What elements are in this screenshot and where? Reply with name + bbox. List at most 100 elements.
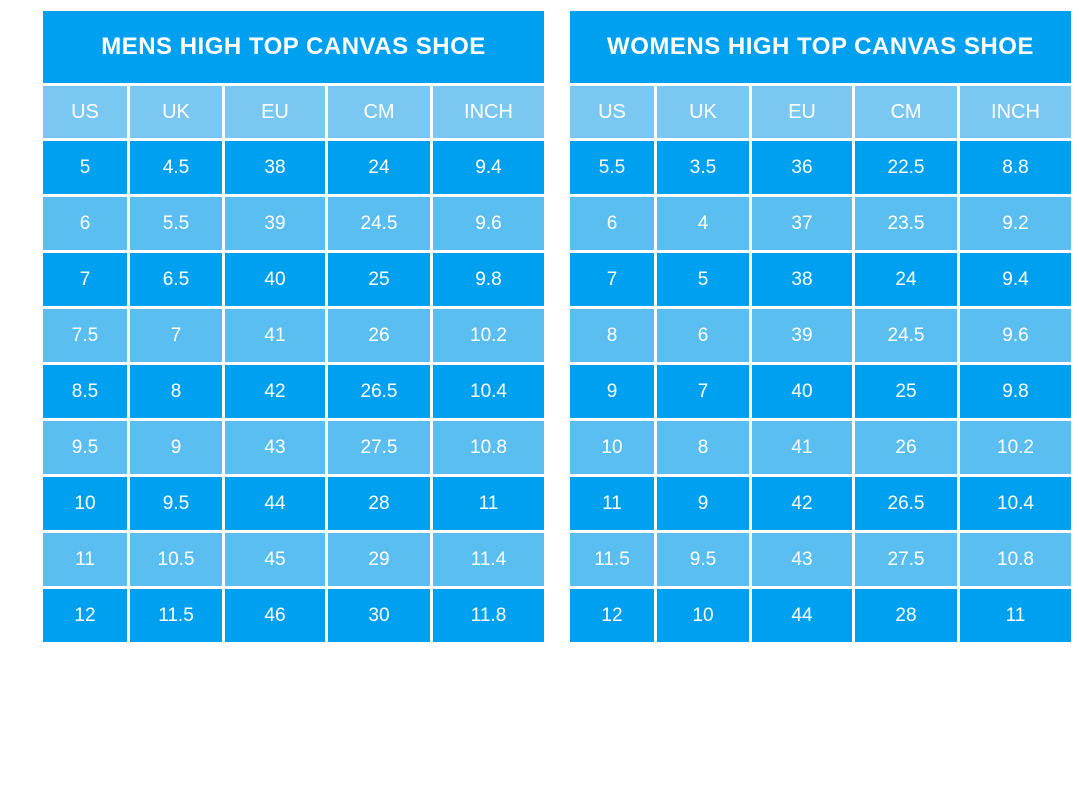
size-cell: 42	[222, 362, 328, 421]
size-cell: 7	[127, 306, 225, 365]
table-row: 6 4 37 23.5 9.2	[567, 194, 1074, 253]
size-cell: 7	[567, 250, 657, 309]
size-cell: 12	[40, 586, 130, 645]
size-cell: 11.5	[567, 530, 657, 589]
size-cell: 8	[654, 418, 752, 477]
table-row: 10 8 41 26 10.2	[567, 418, 1074, 477]
size-cell: 9	[127, 418, 225, 477]
size-cell: 38	[222, 138, 328, 197]
size-cell: 44	[222, 474, 328, 533]
size-cell: 3.5	[654, 138, 752, 197]
womens-size-chart-table: WOMENS HIGH TOP CANVAS SHOE US UK EU CM INCH 5…	[567, 8, 1074, 645]
table-row: 11 9 42 26.5 10.4	[567, 474, 1074, 533]
table-row: 11.5 9.5 43 27.5 10.8	[567, 530, 1074, 589]
size-cell: 6	[654, 306, 752, 365]
size-cell: 11	[430, 474, 547, 533]
size-cell: 7	[654, 362, 752, 421]
size-cell: 29	[325, 530, 433, 589]
size-charts-container: MENS HIGH TOP CANVAS SHOE US UK EU CM INCH 5 4.…	[40, 8, 1079, 645]
size-cell: 6	[567, 194, 657, 253]
table-row: 7.5 7 41 26 10.2	[40, 306, 547, 365]
column-header-uk: UK	[127, 83, 225, 141]
table-row: 7 6.5 40 25 9.8	[40, 250, 547, 309]
size-cell: 9.4	[430, 138, 547, 197]
size-cell: 9.5	[127, 474, 225, 533]
size-cell: 11	[957, 586, 1074, 645]
size-cell: 5.5	[567, 138, 657, 197]
column-header-inch: INCH	[430, 83, 547, 141]
table-row: 8 6 39 24.5 9.6	[567, 306, 1074, 365]
size-cell: 9.5	[654, 530, 752, 589]
size-cell: 5	[40, 138, 130, 197]
size-cell: 7	[40, 250, 130, 309]
size-cell: 36	[749, 138, 855, 197]
size-cell: 40	[749, 362, 855, 421]
size-cell: 39	[222, 194, 328, 253]
table-row: 6 5.5 39 24.5 9.6	[40, 194, 547, 253]
size-cell: 23.5	[852, 194, 960, 253]
mens-size-chart-table: MENS HIGH TOP CANVAS SHOE US UK EU CM INCH 5 4.…	[40, 8, 547, 645]
size-cell: 9.8	[957, 362, 1074, 421]
table-title-row: MENS HIGH TOP CANVAS SHOE	[40, 8, 547, 86]
size-cell: 30	[325, 586, 433, 645]
size-cell: 6	[40, 194, 130, 253]
size-cell: 26.5	[325, 362, 433, 421]
size-cell: 7.5	[40, 306, 130, 365]
size-cell: 10.8	[957, 530, 1074, 589]
size-cell: 24.5	[325, 194, 433, 253]
size-cell: 22.5	[852, 138, 960, 197]
size-cell: 42	[749, 474, 855, 533]
column-header-cm: CM	[852, 83, 960, 141]
size-cell: 45	[222, 530, 328, 589]
table-row: 5 4.5 38 24 9.4	[40, 138, 547, 197]
size-cell: 5	[654, 250, 752, 309]
size-cell: 10.8	[430, 418, 547, 477]
size-cell: 41	[222, 306, 328, 365]
size-cell: 26	[852, 418, 960, 477]
size-cell: 10.4	[957, 474, 1074, 533]
column-header-inch: INCH	[957, 83, 1074, 141]
size-cell: 40	[222, 250, 328, 309]
size-cell: 26.5	[852, 474, 960, 533]
size-cell: 27.5	[852, 530, 960, 589]
table-row: 5.5 3.5 36 22.5 8.8	[567, 138, 1074, 197]
table-title: MENS HIGH TOP CANVAS SHOE	[40, 8, 547, 86]
size-cell: 9.6	[430, 194, 547, 253]
size-cell: 11	[567, 474, 657, 533]
size-cell: 28	[852, 586, 960, 645]
size-cell: 44	[749, 586, 855, 645]
table-row: 9.5 9 43 27.5 10.8	[40, 418, 547, 477]
table-row: 7 5 38 24 9.4	[567, 250, 1074, 309]
size-cell: 9.4	[957, 250, 1074, 309]
size-cell: 10	[567, 418, 657, 477]
table-title: WOMENS HIGH TOP CANVAS SHOE	[567, 8, 1074, 86]
size-cell: 24.5	[852, 306, 960, 365]
size-cell: 28	[325, 474, 433, 533]
size-cell: 11.5	[127, 586, 225, 645]
size-cell: 43	[222, 418, 328, 477]
size-cell: 6.5	[127, 250, 225, 309]
size-cell: 46	[222, 586, 328, 645]
size-cell: 38	[749, 250, 855, 309]
column-header-us: US	[40, 83, 130, 141]
size-cell: 4.5	[127, 138, 225, 197]
size-cell: 39	[749, 306, 855, 365]
size-cell: 10.5	[127, 530, 225, 589]
size-cell: 10.2	[430, 306, 547, 365]
table-row: 12 10 44 28 11	[567, 586, 1074, 645]
size-cell: 8	[567, 306, 657, 365]
size-cell: 9.8	[430, 250, 547, 309]
size-cell: 10	[654, 586, 752, 645]
table-header-row: US UK EU CM INCH	[567, 83, 1074, 141]
size-cell: 9.2	[957, 194, 1074, 253]
table-title-row: WOMENS HIGH TOP CANVAS SHOE	[567, 8, 1074, 86]
size-cell: 41	[749, 418, 855, 477]
size-cell: 9.5	[40, 418, 130, 477]
size-cell: 8	[127, 362, 225, 421]
table-header-row: US UK EU CM INCH	[40, 83, 547, 141]
size-cell: 43	[749, 530, 855, 589]
size-cell: 9	[654, 474, 752, 533]
size-cell: 10.4	[430, 362, 547, 421]
size-cell: 25	[325, 250, 433, 309]
